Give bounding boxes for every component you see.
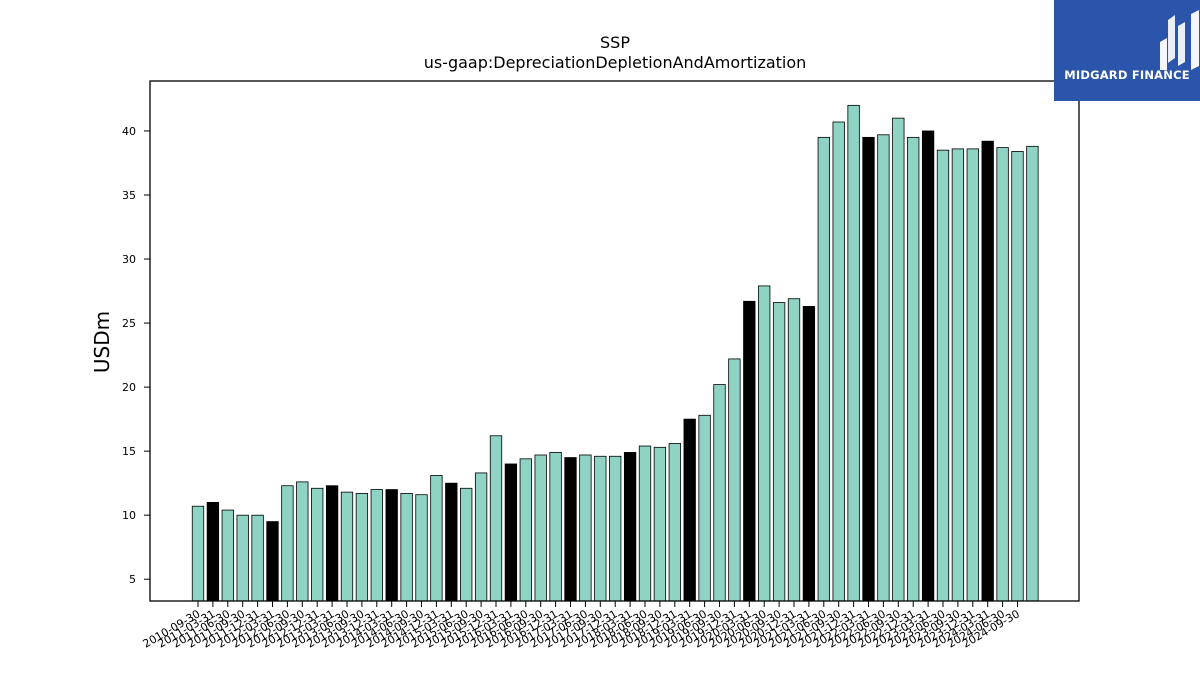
bar xyxy=(862,136,875,602)
bar xyxy=(311,487,324,602)
y-axis: 5 10 15 20 25 30 35 40 xyxy=(122,125,150,586)
bar xyxy=(787,298,801,602)
bar xyxy=(340,491,354,602)
bar xyxy=(251,514,264,602)
plot-frame xyxy=(149,80,1080,602)
bar xyxy=(936,149,950,602)
bar xyxy=(951,148,965,602)
bar xyxy=(400,493,413,602)
bar xyxy=(623,452,637,602)
bar xyxy=(206,501,220,602)
y-tick-label: 10 xyxy=(122,509,136,522)
bar xyxy=(802,306,816,602)
brand-logo: MIDGARD FINANCE xyxy=(1054,0,1200,101)
chart-title: SSP xyxy=(600,33,630,52)
bar xyxy=(191,505,205,602)
y-tick-label: 35 xyxy=(122,189,136,202)
bar xyxy=(1011,151,1024,602)
logo-mark-icon xyxy=(1160,10,1199,70)
bar xyxy=(683,418,696,602)
y-axis-label: USDm xyxy=(90,311,114,373)
bar xyxy=(832,121,845,602)
bar xyxy=(981,140,994,602)
bar xyxy=(892,117,905,602)
y-tick-label: 20 xyxy=(122,381,136,394)
brand-name: MIDGARD FINANCE xyxy=(1064,68,1190,82)
bar xyxy=(281,485,294,602)
bar xyxy=(296,481,309,602)
bar xyxy=(653,446,667,602)
bar xyxy=(638,445,652,602)
y-tick-label: 30 xyxy=(122,253,136,266)
bar xyxy=(221,509,234,602)
bar xyxy=(385,489,398,602)
bar xyxy=(817,136,830,602)
bar xyxy=(772,302,786,602)
bar xyxy=(966,148,979,602)
bar xyxy=(355,493,369,602)
bar xyxy=(430,475,443,602)
bar xyxy=(877,134,890,602)
x-axis: 2010-09-302011-03-312011-06-302011-09-30… xyxy=(141,601,1022,651)
bar xyxy=(743,300,756,602)
bar xyxy=(415,494,428,602)
bar xyxy=(445,482,458,602)
bar xyxy=(758,285,771,602)
bar xyxy=(1026,145,1039,602)
bar xyxy=(460,487,473,602)
bar xyxy=(489,435,503,602)
bar xyxy=(534,454,547,602)
bar xyxy=(266,521,279,602)
bar xyxy=(921,130,935,602)
y-tick-label: 5 xyxy=(129,573,136,586)
bar xyxy=(594,455,607,602)
bar xyxy=(519,458,532,602)
bar xyxy=(698,414,711,602)
bar xyxy=(609,455,622,602)
y-tick-label: 15 xyxy=(122,445,136,458)
bar xyxy=(713,384,726,602)
bar xyxy=(325,485,339,602)
y-tick-label: 25 xyxy=(122,317,136,330)
bar xyxy=(579,454,592,602)
bar xyxy=(549,452,562,602)
bar xyxy=(236,514,249,602)
bar xyxy=(474,472,488,602)
chart-subtitle: us-gaap:DepreciationDepletionAndAmortiza… xyxy=(424,53,807,72)
bar xyxy=(504,463,518,602)
bar xyxy=(564,457,577,602)
y-tick-label: 40 xyxy=(122,125,136,138)
bar xyxy=(728,358,741,602)
bar xyxy=(668,443,681,602)
bars-group xyxy=(191,104,1039,602)
bar xyxy=(907,136,920,602)
bar xyxy=(370,489,383,602)
bar xyxy=(996,147,1009,602)
bar xyxy=(847,104,860,602)
